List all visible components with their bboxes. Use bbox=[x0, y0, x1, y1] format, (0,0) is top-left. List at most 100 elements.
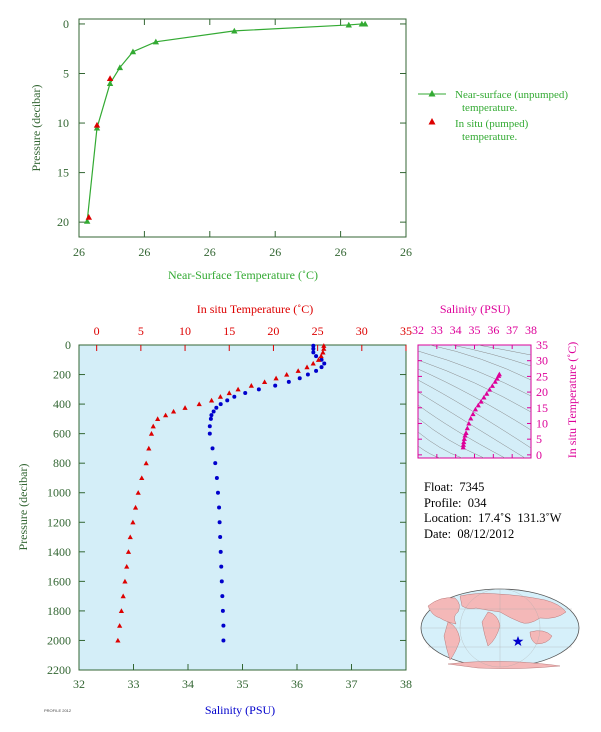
salinity-tick-label: 33 bbox=[128, 677, 140, 691]
temperature-point bbox=[150, 423, 156, 429]
ts-point bbox=[494, 375, 500, 381]
temperature-tick-label: 0 bbox=[94, 324, 100, 338]
profile-chart: 0200400600800100012001400160018002000220… bbox=[16, 302, 412, 717]
top-x-tick-label: 26 bbox=[400, 245, 412, 259]
pressure-tick-label: 600 bbox=[53, 427, 71, 441]
top-series-layer bbox=[83, 20, 369, 224]
pressure-tick-label: 1200 bbox=[47, 515, 71, 529]
pressure-tick-label: 0 bbox=[65, 338, 71, 352]
ts-point bbox=[492, 379, 498, 384]
legend-label-in-situ-2: temperature. bbox=[462, 131, 518, 143]
salinity-point bbox=[218, 535, 223, 540]
temperature-point bbox=[125, 549, 132, 554]
ts-point bbox=[462, 432, 468, 438]
temperature-point bbox=[284, 371, 290, 377]
temperature-point bbox=[118, 608, 125, 613]
salinity-point bbox=[210, 446, 215, 451]
temperature-tick-label: 15 bbox=[223, 324, 235, 338]
ts-salinity-tick-label: 34 bbox=[450, 323, 462, 337]
salinity-point bbox=[311, 346, 316, 351]
footer-tag: PROFILE 2012 bbox=[44, 708, 72, 713]
salinity-point bbox=[218, 549, 223, 554]
near-surface-point bbox=[116, 64, 124, 71]
ts-point bbox=[472, 406, 479, 412]
salinity-point bbox=[232, 394, 237, 399]
temperature-point bbox=[235, 386, 241, 392]
ts-point bbox=[468, 415, 474, 421]
ts-point bbox=[461, 436, 467, 441]
profile-number: Profile: 034 bbox=[424, 495, 487, 510]
ts-point bbox=[486, 386, 493, 392]
ts-point bbox=[460, 444, 466, 450]
in-situ-point bbox=[85, 213, 93, 220]
top-x-tick-label: 26 bbox=[138, 245, 150, 259]
ts-salinity-tick-label: 33 bbox=[431, 323, 443, 337]
ts-point bbox=[496, 371, 502, 377]
salinity-point bbox=[243, 391, 248, 396]
temperature-point bbox=[321, 346, 327, 351]
ts-temperature-tick-label: 10 bbox=[536, 416, 548, 430]
top-plot-frame bbox=[78, 18, 407, 238]
temperature-point bbox=[132, 504, 139, 510]
temperature-point bbox=[135, 490, 141, 495]
top-y-tick-label: 20 bbox=[57, 215, 69, 229]
salinity-point bbox=[214, 405, 219, 410]
salinity-point bbox=[213, 461, 218, 466]
ts-temperature-label: In situ Temperature (˚C) bbox=[565, 342, 579, 459]
pressure-axis-label: Pressure (decibar) bbox=[16, 464, 30, 551]
salinity-point bbox=[319, 357, 324, 362]
temperature-point bbox=[170, 408, 177, 414]
ts-temperature-tick-label: 20 bbox=[536, 385, 548, 399]
salinity-tick-label: 37 bbox=[346, 677, 358, 691]
near-surface-point bbox=[83, 217, 91, 224]
temperature-point bbox=[310, 360, 316, 366]
pressure-tick-label: 1000 bbox=[47, 486, 71, 500]
salinity-tick-label: 38 bbox=[400, 677, 412, 691]
density-contours bbox=[418, 345, 531, 458]
temperature-point bbox=[130, 519, 136, 525]
ts-point bbox=[460, 442, 466, 447]
salinity-tick-label: 35 bbox=[237, 677, 249, 691]
near-surface-point bbox=[129, 48, 137, 55]
top-y-tick-label: 5 bbox=[63, 67, 69, 81]
salinity-point bbox=[297, 376, 302, 381]
salinity-point bbox=[207, 424, 212, 429]
temperature-point bbox=[273, 375, 279, 381]
salinity-point bbox=[215, 490, 220, 495]
float-info: Float: 7345 Profile: 034 Location: 17.4˚… bbox=[424, 480, 561, 542]
temperature-tick-label: 20 bbox=[267, 324, 279, 338]
salinity-point bbox=[305, 372, 310, 377]
salinity-point bbox=[311, 343, 316, 348]
legend-label-near-surface-2: temperature. bbox=[462, 102, 518, 114]
ts-point bbox=[489, 383, 495, 388]
pressure-tick-label: 2000 bbox=[47, 633, 71, 647]
temperature-axis-label: In situ Temperature (˚C) bbox=[197, 302, 314, 316]
salinity-point bbox=[314, 354, 319, 359]
ts-salinity-tick-label: 38 bbox=[525, 323, 537, 337]
legend-label-in-situ: In situ (pumped) bbox=[455, 118, 529, 130]
pressure-tick-label: 2200 bbox=[47, 663, 71, 677]
pressure-tick-label: 800 bbox=[53, 456, 71, 470]
top-x-tick-label: 26 bbox=[204, 245, 216, 259]
legend-marker-near-surface bbox=[428, 90, 436, 97]
ts-temperature-tick-label: 35 bbox=[536, 338, 548, 352]
ts-salinity-tick-label: 36 bbox=[487, 323, 499, 337]
salinity-point bbox=[221, 638, 226, 643]
top-y-axis: 0 5 10 15 20 bbox=[57, 17, 406, 229]
ts-point bbox=[481, 394, 487, 400]
top-y-tick-label: 10 bbox=[57, 116, 69, 130]
date: Date: 08/12/2012 bbox=[424, 526, 515, 541]
temperature-point bbox=[182, 405, 188, 410]
temperature-point bbox=[148, 431, 155, 436]
salinity-axis: 32 33 34 35 36 37 38 bbox=[73, 664, 412, 691]
location: Location: 17.4˚S 131.3˚W bbox=[424, 511, 562, 525]
temperature-point bbox=[321, 343, 327, 348]
salinity-point bbox=[209, 413, 214, 418]
temperature-point bbox=[320, 349, 326, 355]
temperature-point bbox=[155, 416, 161, 421]
ts-temperature-tick-label: 0 bbox=[536, 448, 542, 462]
pressure-axis: 0 200 400 600 800 1000 1200 1400 1600 1800 2000 220… bbox=[47, 338, 406, 677]
profile-series-layer bbox=[115, 343, 327, 643]
